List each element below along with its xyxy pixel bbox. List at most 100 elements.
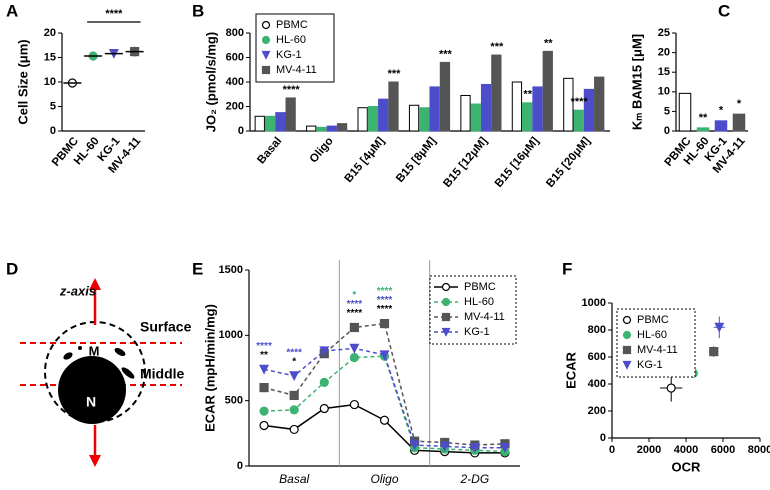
- marker: [261, 50, 271, 60]
- bar: [306, 125, 317, 132]
- marker: [289, 424, 299, 435]
- x-tick-label: 2000: [637, 444, 661, 456]
- marker: [469, 443, 480, 454]
- annotation: *: [719, 105, 724, 117]
- y-axis-label: ECAR (mpH/min/mg): [202, 304, 217, 432]
- bar: [563, 77, 574, 132]
- bar: [460, 94, 471, 132]
- marker: [289, 371, 300, 382]
- marker: [289, 390, 299, 401]
- y-tick-label: 600: [588, 351, 606, 363]
- bar: [367, 106, 379, 132]
- organelle-label: M: [89, 343, 100, 358]
- y-tick-label: 1000: [582, 297, 606, 309]
- marker: [261, 35, 271, 45]
- annotation: ****: [256, 341, 272, 352]
- marker: [709, 347, 719, 357]
- legend-label: KG-1: [276, 49, 302, 61]
- legend-label: KG-1: [464, 326, 490, 338]
- y-tick-label: 1500: [219, 264, 243, 276]
- x-tick-label: B15 [8μM]: [394, 135, 439, 185]
- marker: [666, 383, 676, 393]
- mitochondrion: [63, 352, 73, 360]
- bar: [264, 115, 276, 132]
- y-tick-label: 5: [50, 100, 56, 112]
- panel-label: A: [6, 1, 18, 20]
- bar: [429, 86, 440, 132]
- y-tick-label: 0: [238, 125, 244, 137]
- annotation: ****: [286, 347, 302, 358]
- marker: [441, 282, 451, 292]
- y-tick-label: 0: [237, 460, 243, 472]
- diagram: z-axis Surface Middle M N: [20, 278, 192, 467]
- marker: [409, 440, 420, 451]
- legend-label: HL-60: [276, 34, 306, 46]
- bar: [254, 115, 265, 132]
- series-line: [263, 322, 505, 446]
- bar: [275, 112, 286, 132]
- bar: [470, 103, 481, 132]
- marker: [349, 343, 360, 354]
- y-tick-label: 25: [658, 27, 670, 39]
- bar: [285, 97, 296, 132]
- bar: [594, 76, 605, 132]
- group-label: 2-DG: [459, 472, 489, 486]
- marker: [259, 420, 269, 431]
- annotation: ****: [571, 96, 589, 108]
- y-tick-label: 400: [226, 76, 244, 88]
- bar: [732, 113, 746, 132]
- x-tick-label: B15 [16μM]: [493, 135, 542, 190]
- x-tick-label: B15 [12μM]: [441, 135, 490, 190]
- x-tick-label: 0: [609, 444, 615, 456]
- y-tick-label: 0: [600, 432, 606, 444]
- annotation: ***: [388, 68, 402, 80]
- annotation: ****: [105, 8, 123, 20]
- x-tick-label: 6000: [711, 444, 735, 456]
- annotation: **: [260, 350, 268, 361]
- marker: [379, 318, 390, 329]
- annotation: ****: [377, 286, 393, 297]
- marker: [319, 377, 329, 387]
- bar: [357, 107, 368, 132]
- bar: [583, 88, 595, 132]
- annotation: ****: [347, 308, 363, 319]
- bar: [419, 107, 430, 132]
- bar: [378, 98, 389, 132]
- bar: [696, 127, 710, 132]
- legend-label: PBMC: [464, 281, 496, 293]
- legend-label: PBMC: [637, 314, 669, 326]
- x-tick-label: 4000: [674, 444, 698, 456]
- bar: [522, 102, 533, 132]
- nucleus-label: N: [86, 394, 96, 410]
- panel-label: B: [192, 1, 204, 20]
- marker: [441, 297, 451, 307]
- marker: [622, 330, 632, 340]
- y-tick-label: 1000: [219, 329, 243, 341]
- bar: [408, 104, 420, 132]
- arrow-head: [89, 455, 101, 467]
- y-tick-label: 20: [44, 27, 56, 39]
- y-tick-label: 15: [44, 51, 56, 63]
- x-tick-label: Basal: [255, 135, 284, 166]
- y-tick-label: 20: [658, 47, 670, 59]
- bar: [511, 81, 523, 132]
- group-label: Basal: [279, 472, 309, 486]
- series-line: [263, 403, 505, 454]
- marker: [259, 383, 269, 393]
- legend-label: MV-4-11: [276, 64, 317, 76]
- marker: [379, 415, 390, 425]
- x-tick-label: Oligo: [308, 135, 336, 165]
- x-tick-label: B15 [4μM]: [343, 135, 388, 185]
- mitochondrion: [78, 346, 82, 350]
- bar: [480, 83, 492, 132]
- marker: [261, 20, 271, 30]
- y-tick-label: 200: [588, 405, 606, 417]
- x-tick-label: B15 [20μM]: [544, 135, 593, 190]
- annotation: *: [352, 290, 356, 301]
- x-axis-label: OCR: [672, 459, 702, 474]
- marker: [499, 443, 510, 454]
- x-tick-label: 8000: [748, 444, 770, 456]
- legend-label: PBMC: [276, 19, 308, 31]
- y-tick-label: 500: [225, 395, 243, 407]
